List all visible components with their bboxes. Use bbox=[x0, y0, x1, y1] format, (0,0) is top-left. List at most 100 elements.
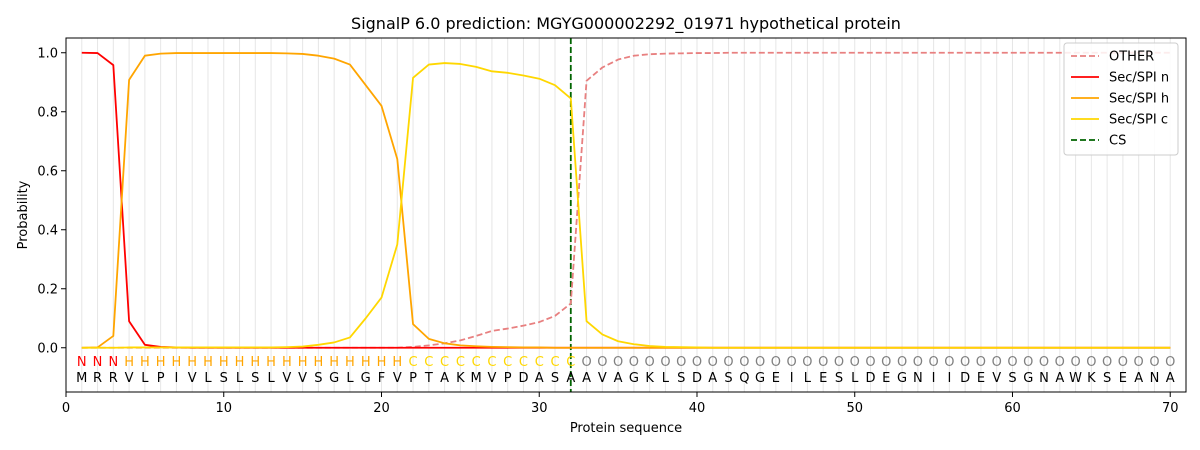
sequence-letter: F bbox=[378, 371, 385, 386]
legend-label: OTHER bbox=[1109, 50, 1154, 65]
annotation-letter: O bbox=[1149, 355, 1159, 370]
chart-title: SignalP 6.0 prediction: MGYG000002292_01… bbox=[351, 14, 901, 34]
grid-lines bbox=[81, 38, 1171, 392]
annotation-letter: H bbox=[377, 355, 387, 370]
annotation-letter: O bbox=[1055, 355, 1065, 370]
annotation-letter: H bbox=[282, 355, 292, 370]
sequence-letter: L bbox=[236, 371, 244, 386]
annotation-letter: O bbox=[1118, 355, 1128, 370]
annotation-letter: C bbox=[487, 355, 496, 370]
series-line-other bbox=[81, 51, 1171, 349]
sequence-letter: D bbox=[865, 371, 875, 386]
x-tick-label: 20 bbox=[373, 401, 390, 416]
sequence-letter: V bbox=[598, 371, 607, 386]
sequence-letter: S bbox=[1103, 371, 1111, 386]
annotation-letter: H bbox=[172, 355, 182, 370]
series-layer bbox=[81, 51, 1171, 349]
annotation-letter: H bbox=[392, 355, 402, 370]
annotation-letter: C bbox=[472, 355, 481, 370]
y-axis-label: Probability bbox=[16, 180, 31, 249]
annotation-letter: O bbox=[897, 355, 907, 370]
sequence-letter: I bbox=[947, 371, 951, 386]
annotation-letter: H bbox=[124, 355, 134, 370]
annotation-letter: H bbox=[298, 355, 308, 370]
annotation-letter: O bbox=[928, 355, 938, 370]
annotation-letter: O bbox=[739, 355, 749, 370]
sequence-letter: L bbox=[804, 371, 812, 386]
x-axis-label: Protein sequence bbox=[570, 421, 682, 436]
annotation-letter: C bbox=[503, 355, 512, 370]
sequence-letter: V bbox=[992, 371, 1001, 386]
sequence-letter: S bbox=[835, 371, 843, 386]
sequence-letter: S bbox=[677, 371, 685, 386]
sequence-letter: A bbox=[614, 371, 623, 386]
sequence-letter: A bbox=[535, 371, 544, 386]
x-axis-ticks: 0 10 20 30 40 50 60 70 bbox=[62, 392, 1179, 416]
sequence-letter: V bbox=[125, 371, 134, 386]
series-line-sec-spi-h bbox=[81, 52, 1171, 349]
sequence-letter: K bbox=[645, 371, 654, 386]
annotation-letter: O bbox=[850, 355, 860, 370]
legend-label: Sec/SPI c bbox=[1109, 113, 1168, 128]
sequence-letter: L bbox=[346, 371, 354, 386]
annotation-letter: O bbox=[1070, 355, 1080, 370]
annotation-letter: O bbox=[771, 355, 781, 370]
annotation-letter: N bbox=[77, 355, 87, 370]
sequence-letter: D bbox=[692, 371, 702, 386]
sequence-letter: A bbox=[566, 371, 575, 386]
sequence-letter: S bbox=[251, 371, 259, 386]
annotation-letter: O bbox=[676, 355, 686, 370]
annotation-letter: H bbox=[187, 355, 197, 370]
sequence-letter: E bbox=[819, 371, 827, 386]
annotation-letter: H bbox=[314, 355, 324, 370]
sequence-letter: K bbox=[1087, 371, 1096, 386]
annotation-letter: H bbox=[203, 355, 213, 370]
annotation-letter: H bbox=[329, 355, 339, 370]
annotation-letter: O bbox=[723, 355, 733, 370]
sequence-letter: L bbox=[662, 371, 670, 386]
annotation-letter: O bbox=[818, 355, 828, 370]
sequence-letter: I bbox=[790, 371, 794, 386]
sequence-letter: G bbox=[629, 371, 639, 386]
x-tick-label: 70 bbox=[1162, 401, 1179, 416]
sequence-letter: P bbox=[157, 371, 165, 386]
sequence-letter: L bbox=[204, 371, 212, 386]
sequence-letter: G bbox=[755, 371, 765, 386]
sequence-letter: A bbox=[440, 371, 449, 386]
sequence-letter: G bbox=[897, 371, 907, 386]
plot-frame bbox=[65, 37, 1187, 393]
sequence-letter: R bbox=[93, 371, 102, 386]
annotation-letter: C bbox=[456, 355, 465, 370]
sequence-letter: A bbox=[582, 371, 591, 386]
sequence-letter: D bbox=[518, 371, 528, 386]
x-tick-label: 50 bbox=[846, 401, 863, 416]
annotation-letter: H bbox=[140, 355, 150, 370]
y-tick-label: 0.6 bbox=[37, 164, 58, 179]
sequence-letter: V bbox=[282, 371, 291, 386]
annotation-letter: H bbox=[235, 355, 245, 370]
sequence-letter: A bbox=[708, 371, 717, 386]
legend-label: Sec/SPI h bbox=[1109, 92, 1169, 107]
sequence-letter: R bbox=[109, 371, 118, 386]
series-line-sec-spi-c bbox=[81, 62, 1171, 349]
sequence-letter: K bbox=[456, 371, 465, 386]
y-tick-label: 0.8 bbox=[37, 105, 58, 120]
sequence-letter: L bbox=[267, 371, 275, 386]
sequence-letter: N bbox=[1150, 371, 1160, 386]
sequence-letter: D bbox=[960, 371, 970, 386]
x-tick-label: 0 bbox=[62, 401, 70, 416]
sequence-letter: E bbox=[882, 371, 890, 386]
annotation-letter: O bbox=[692, 355, 702, 370]
annotation-letter: N bbox=[108, 355, 118, 370]
annotation-letter: O bbox=[944, 355, 954, 370]
sequence-letter: T bbox=[424, 371, 433, 386]
sequence-letter: M bbox=[76, 371, 87, 386]
annotation-letter: O bbox=[960, 355, 970, 370]
annotation-letter: H bbox=[361, 355, 371, 370]
annotation-letter: O bbox=[913, 355, 923, 370]
sequence-letter: V bbox=[188, 371, 197, 386]
sequence-letter: S bbox=[1008, 371, 1016, 386]
sequence-letter: P bbox=[504, 371, 512, 386]
y-tick-label: 0.2 bbox=[37, 282, 58, 297]
